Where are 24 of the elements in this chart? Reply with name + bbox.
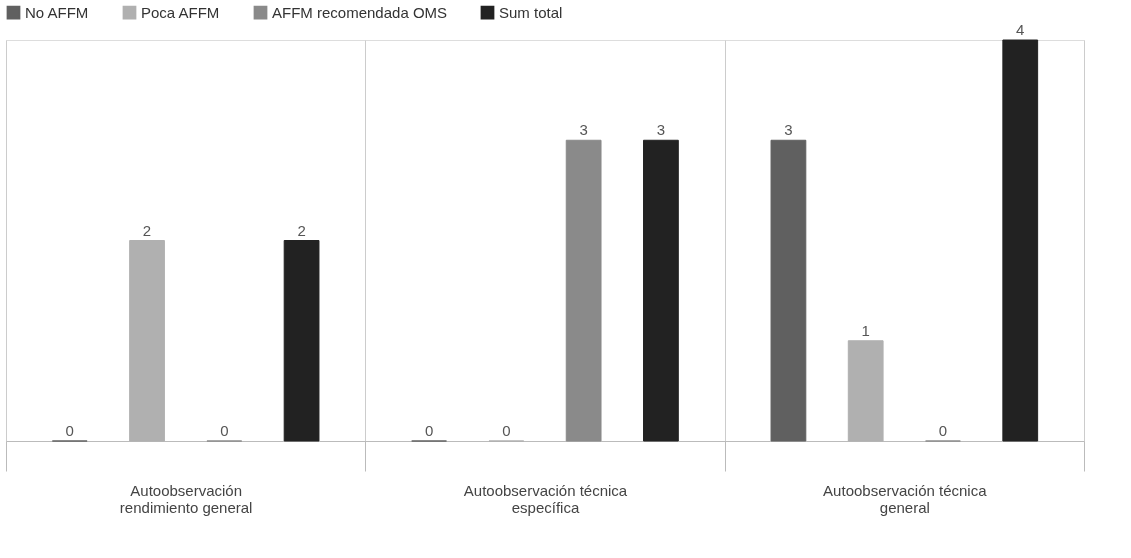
data-label: 3 bbox=[579, 121, 588, 139]
data-label: 3 bbox=[656, 121, 666, 139]
bar bbox=[565, 139, 602, 442]
bar bbox=[770, 139, 807, 442]
x-tick-label: Autoobservación rendimiento general bbox=[119, 481, 253, 516]
data-label: 1 bbox=[861, 321, 870, 339]
data-label: 0 bbox=[424, 422, 434, 439]
legend-label: Poca AFFM bbox=[141, 3, 220, 21]
data-label: 2 bbox=[297, 221, 306, 239]
data-label: 0 bbox=[938, 422, 948, 439]
x-tick-label: Autoobservación técnica general bbox=[823, 481, 988, 516]
bar bbox=[1002, 39, 1039, 442]
x-tick-label: Autoobservación técnica específica bbox=[463, 481, 628, 516]
bar bbox=[643, 139, 679, 442]
data-label: 0 bbox=[220, 422, 229, 439]
legend-label: No AFFM bbox=[25, 3, 89, 21]
data-label: 2 bbox=[142, 221, 152, 239]
legend-label: AFFM recomendada OMS bbox=[272, 3, 448, 21]
bar bbox=[283, 240, 320, 442]
legend-label: Sum total bbox=[499, 3, 563, 21]
data-label: 3 bbox=[784, 121, 793, 139]
data-label: 0 bbox=[502, 422, 511, 439]
data-label: 4 bbox=[1016, 21, 1025, 38]
data-label: 0 bbox=[65, 422, 74, 439]
